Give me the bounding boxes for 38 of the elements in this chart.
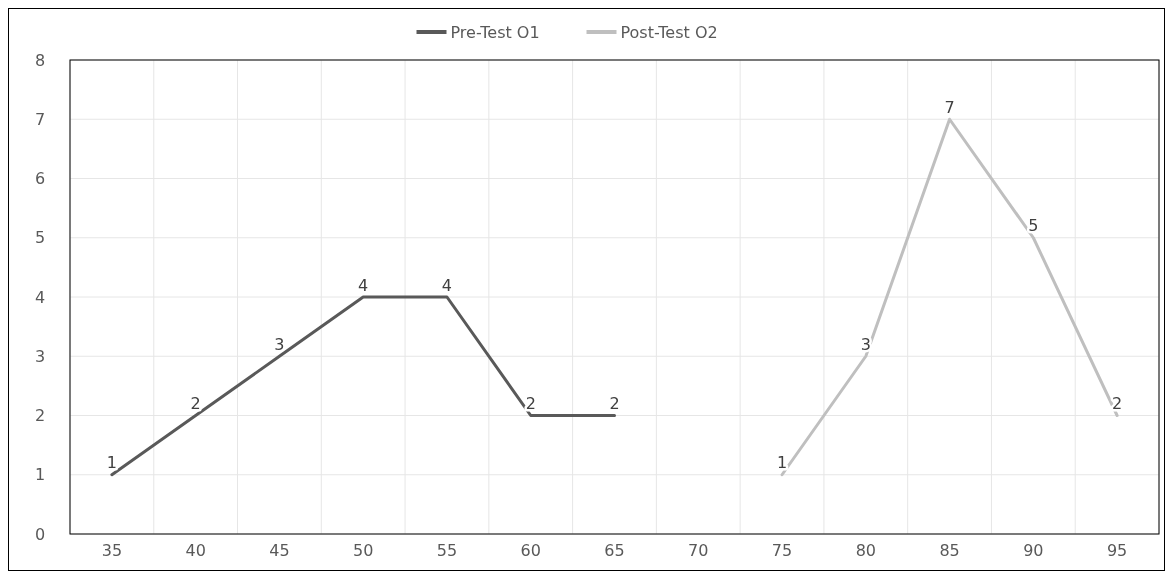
x-tick-label: 70	[688, 541, 709, 560]
x-tick-label: 65	[604, 541, 625, 560]
y-tick-label: 8	[34, 50, 46, 70]
x-tick-label: 85	[939, 541, 960, 560]
data-label: 2	[609, 394, 620, 414]
data-label: 2	[1112, 394, 1123, 414]
data-label: 2	[525, 394, 536, 414]
y-tick-label: 4	[34, 287, 46, 307]
legend-label: Post-Test O2	[620, 22, 718, 42]
data-label: 1	[106, 453, 117, 473]
x-tick-label: 35	[101, 541, 123, 560]
x-tick-label: 90	[1023, 541, 1044, 560]
y-tick-label: 5	[34, 228, 46, 248]
y-tick-label: 1	[34, 465, 46, 485]
line-series	[110, 295, 616, 477]
x-tick-label: 80	[855, 541, 876, 560]
y-tick-label: 6	[34, 169, 46, 189]
y-tick-label: 3	[34, 346, 46, 366]
data-label: 3	[274, 334, 285, 354]
y-tick-label: 0	[34, 524, 46, 544]
x-tick-label: 50	[353, 541, 374, 560]
data-label: 2	[190, 394, 201, 414]
x-tick-label: 55	[436, 541, 458, 560]
x-tick-label: 95	[1106, 541, 1128, 560]
x-tick-label: 40	[185, 541, 206, 560]
legend-label: Pre-Test O1	[450, 22, 540, 42]
data-label: 3	[860, 334, 871, 354]
data-label: 5	[1028, 216, 1039, 236]
x-tick-label: 45	[269, 541, 290, 560]
data-label: 7	[944, 97, 955, 117]
y-tick-label: 2	[34, 406, 46, 426]
data-label: 1	[776, 453, 788, 473]
line-series	[780, 117, 1119, 477]
data-label: 4	[441, 275, 453, 295]
x-tick-label: 75	[771, 541, 793, 560]
x-tick-label: 60	[520, 541, 541, 560]
data-label: 4	[358, 275, 369, 295]
y-tick-label: 7	[34, 109, 46, 129]
